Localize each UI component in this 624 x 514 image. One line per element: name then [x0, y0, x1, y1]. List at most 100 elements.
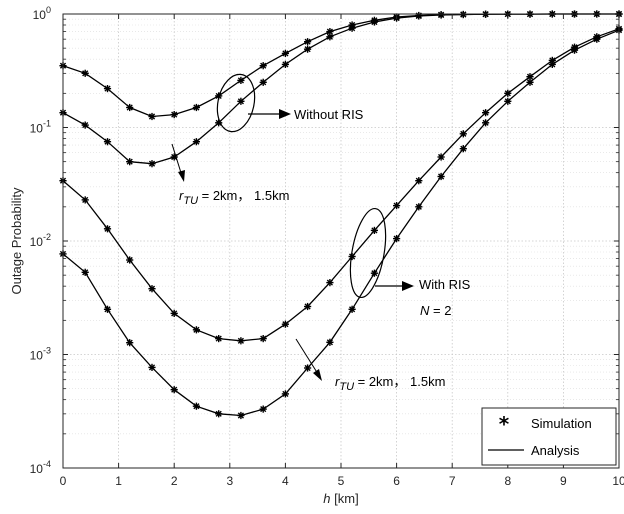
simulation-point	[370, 18, 378, 26]
marker-stroke	[349, 25, 356, 32]
simulation-point	[370, 226, 378, 234]
marker-stroke	[126, 158, 133, 165]
simulation-point	[81, 69, 89, 77]
marker-stroke	[171, 111, 178, 118]
simulation-point	[526, 73, 534, 81]
x-tick-label: 9	[560, 474, 567, 488]
with-ris-label: With RIS	[419, 277, 471, 292]
marker-stroke	[415, 177, 422, 184]
simulation-point	[81, 121, 89, 129]
marker-stroke	[438, 173, 445, 180]
marker-stroke	[104, 306, 111, 313]
marker-stroke	[393, 202, 400, 209]
x-tick-label: 1	[115, 474, 122, 488]
marker-stroke	[304, 303, 311, 310]
without-ris-arrowhead	[279, 109, 291, 119]
marker-stroke	[104, 85, 111, 92]
simulation-point	[170, 386, 178, 394]
marker-stroke	[260, 406, 267, 413]
marker-stroke	[148, 364, 156, 371]
simulation-point	[259, 78, 267, 86]
simulation-point	[415, 12, 423, 20]
marker-stroke	[282, 390, 289, 397]
x-axis-label: h [km]	[323, 491, 358, 506]
marker-stroke	[148, 113, 156, 120]
x-tick-label: 6	[393, 474, 400, 488]
marker-stroke	[349, 306, 356, 313]
marker-stroke	[193, 326, 200, 333]
marker-stroke	[371, 18, 378, 26]
marker-stroke	[438, 11, 445, 19]
x-tick-label: 4	[282, 474, 289, 488]
marker-stroke	[215, 335, 222, 342]
y-tick-label: 10-3	[30, 346, 51, 363]
simulation-point	[326, 338, 334, 346]
simulation-point	[126, 339, 134, 347]
axis-ticks	[62, 13, 620, 469]
marker-stroke	[193, 138, 200, 145]
simulation-point	[192, 138, 200, 146]
marker-stroke	[260, 62, 267, 69]
marker-stroke	[482, 109, 489, 116]
x-tick-label: 0	[60, 474, 67, 488]
simulation-point	[415, 203, 423, 211]
r-tu-upper-arrow	[171, 143, 183, 177]
marker-stroke	[282, 321, 289, 328]
marker-stroke	[260, 335, 267, 342]
simulation-point	[393, 202, 401, 210]
simulation-point	[437, 172, 445, 181]
marker-stroke	[126, 256, 133, 264]
simulation-point	[215, 410, 223, 418]
legend: * Simulation Analysis	[481, 407, 617, 466]
simulation-point	[370, 269, 378, 277]
analysis-curve-4	[62, 29, 620, 417]
marker-stroke	[504, 90, 511, 97]
simulation-point	[482, 119, 490, 127]
simulation-point	[281, 390, 289, 398]
simulation-point	[548, 60, 556, 69]
marker-stroke	[304, 364, 311, 372]
x-tick-label: 3	[226, 474, 233, 488]
r-tu-upper-label: rTU = 2km， 1.5km	[179, 188, 289, 207]
marker-stroke	[104, 225, 111, 232]
annotations: Without RIS rTU = 2km， 1.5km With RIS N …	[171, 73, 471, 393]
simulation-point	[437, 11, 445, 19]
simulation-point	[304, 45, 312, 53]
r-tu-lower-arrow	[295, 338, 319, 375]
tick-labels: 0 1 2 3 4 5 6 7 8 9 10 10-4 10-3 10-2 10-1 100	[30, 5, 624, 488]
simulation-point	[192, 326, 200, 334]
marker-stroke	[282, 50, 289, 57]
simulation-point	[148, 112, 156, 121]
y-tick-label: 10-2	[30, 232, 51, 249]
marker-stroke	[460, 145, 467, 152]
simulation-point	[504, 89, 512, 97]
r-tu-lower-arrowhead	[313, 369, 322, 381]
marker-stroke	[171, 310, 178, 317]
simulation-point	[482, 109, 490, 117]
marker-stroke	[349, 253, 356, 260]
marker-stroke	[126, 339, 133, 346]
marker-stroke	[215, 410, 222, 417]
marker-stroke	[126, 104, 133, 111]
marker-stroke	[482, 119, 489, 126]
simulation-point	[281, 320, 289, 328]
x-tick-label: 5	[338, 474, 345, 488]
marker-stroke	[82, 70, 89, 77]
without-ris-ellipse	[216, 73, 256, 133]
legend-simulation-label: Simulation	[531, 416, 592, 431]
simulation-point	[192, 103, 200, 112]
simulation-point	[103, 305, 112, 313]
marker-stroke	[571, 47, 578, 54]
marker-stroke	[82, 269, 89, 276]
simulation-point	[103, 225, 112, 233]
simulation-point	[192, 402, 200, 410]
marker-stroke	[148, 160, 156, 167]
marker-stroke	[526, 79, 534, 86]
marker-stroke	[237, 77, 244, 84]
simulation-point	[281, 49, 289, 58]
r-tu-lower-label: rTU = 2km， 1.5km	[335, 374, 445, 393]
marker-stroke	[237, 98, 244, 105]
simulation-point	[326, 279, 334, 287]
marker-stroke	[82, 196, 89, 203]
legend-simulation-marker: *	[499, 412, 510, 436]
